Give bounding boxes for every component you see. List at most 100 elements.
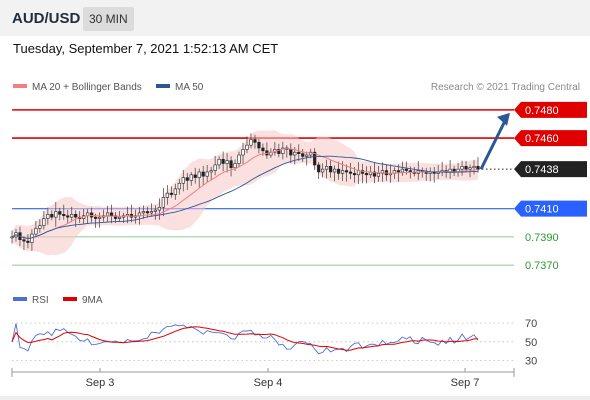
candle-up: [98, 216, 102, 219]
ma50-line: [11, 155, 478, 240]
candle-down: [94, 216, 98, 219]
candle: [209, 166, 213, 181]
candle-down: [253, 139, 257, 143]
candle-down: [329, 166, 333, 173]
candle-up: [149, 211, 154, 214]
candle-up: [165, 192, 169, 198]
level-label-3: 0.7390: [525, 232, 559, 244]
candle-down: [261, 147, 265, 152]
candle: [189, 171, 193, 186]
candle: [221, 151, 225, 172]
candle-up: [237, 154, 241, 164]
rsi-legend: RSI 9MA: [13, 295, 103, 306]
candle-down: [301, 153, 305, 157]
candle: [305, 151, 309, 166]
candle-up: [325, 166, 329, 170]
rsi-legend-swatch: [13, 297, 27, 301]
candle-up: [189, 174, 193, 181]
candle: [34, 220, 38, 238]
candle-up: [161, 197, 165, 208]
ma20-legend-swatch: [13, 84, 27, 88]
candle-up: [42, 218, 46, 226]
candle-down: [62, 214, 66, 217]
candle-up: [54, 211, 58, 218]
rsi-tick-label: 50: [525, 337, 537, 349]
candle-down: [169, 192, 173, 195]
candle: [201, 165, 205, 186]
candle-down: [297, 151, 301, 154]
candle: [153, 205, 157, 220]
candle-up: [197, 171, 201, 178]
candle-up: [305, 154, 309, 157]
candle-down: [277, 149, 281, 154]
candle-down: [348, 171, 353, 174]
candle-down: [336, 168, 341, 174]
candle: [329, 159, 333, 178]
candle: [169, 186, 173, 198]
candle: [336, 161, 341, 180]
candle: [313, 148, 317, 170]
candle: [38, 219, 42, 233]
x-axis: Sep 3 Sep 4 Sep 7: [11, 368, 515, 389]
candle: [46, 207, 50, 225]
candle: [161, 188, 165, 217]
candle: [344, 164, 349, 182]
candle-up: [213, 164, 217, 171]
candle-up: [141, 211, 146, 214]
symbol-title: AUD/USD: [12, 10, 81, 27]
candle-down: [193, 174, 197, 178]
candle: [145, 206, 150, 218]
candle-up: [205, 171, 209, 177]
candle-down: [26, 240, 30, 243]
candle-up: [376, 173, 381, 177]
level-tag-shape: [514, 200, 587, 217]
level-label-4: 0.7370: [525, 260, 559, 272]
candle-down: [185, 177, 189, 181]
candle: [257, 139, 261, 154]
candle-down: [22, 239, 26, 242]
candle: [205, 165, 209, 183]
candle: [241, 142, 245, 164]
candle-down: [221, 158, 225, 164]
x-tick-label: Sep 3: [86, 377, 115, 389]
candle-up: [217, 158, 221, 166]
candle-up: [340, 170, 345, 174]
interval-button[interactable]: 30 MIN: [83, 7, 134, 31]
candle: [229, 156, 233, 177]
candle-down: [364, 173, 369, 176]
candle-up: [249, 139, 253, 146]
candle-down: [50, 214, 54, 218]
level-label-0: 0.7480: [525, 105, 559, 117]
rsi-line: [11, 323, 479, 355]
candle: [54, 202, 58, 227]
candle: [245, 136, 249, 154]
rsi-ma-legend-swatch: [63, 297, 77, 301]
candle: [197, 168, 201, 188]
candle-up: [241, 149, 245, 156]
ma20-line: [11, 148, 479, 240]
candle: [98, 212, 102, 228]
level-label-2: 0.7410: [525, 204, 559, 216]
candle-up: [105, 212, 110, 217]
x-tick-label: Sep 4: [254, 377, 283, 389]
candle: [165, 185, 169, 205]
candle: [333, 165, 337, 182]
candle-down: [58, 211, 62, 215]
candle-down: [317, 164, 321, 173]
ma20-legend-label: MA 20 + Bollinger Bands: [32, 82, 142, 93]
candle: [70, 206, 74, 222]
candle-down: [257, 142, 261, 149]
candle: [325, 159, 329, 179]
candle-down: [404, 168, 408, 171]
candle: [66, 209, 70, 224]
candle-down: [352, 173, 357, 176]
bottom-bar: [0, 396, 590, 400]
candle-down: [372, 171, 377, 177]
candle-down: [66, 215, 70, 218]
candle: [360, 163, 365, 184]
candle-up: [117, 216, 122, 219]
level-label-1: 0.7460: [525, 133, 559, 145]
candle: [193, 167, 197, 184]
candle-up: [333, 168, 337, 173]
candle-up: [321, 168, 325, 173]
